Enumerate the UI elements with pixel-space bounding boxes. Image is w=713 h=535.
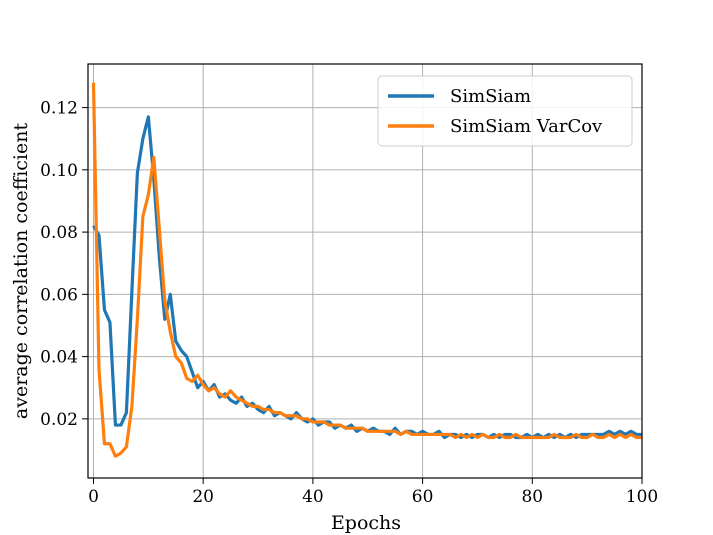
x-axis-label: Epochs [331,512,401,534]
plot-frame [87,63,643,479]
y-tick-label: 0.08 [40,223,78,243]
y-tick-label: 0.12 [40,99,78,119]
x-tick-label: 100 [626,487,658,507]
legend-box [377,75,633,147]
x-tick-label: 80 [521,487,543,507]
x-tick-label: 20 [192,487,214,507]
y-tick-label: 0.06 [40,285,78,305]
ticks: 0 20 40 60 80 100 0.02 0.04 0.06 0.08 0.10 0.12 [40,99,658,507]
y-tick-label: 0.02 [40,410,78,430]
y-tick-label: 0.10 [40,161,78,181]
x-tick-label: 40 [302,487,324,507]
series-line-simsiam-varcov [91,82,642,458]
y-axis-label: average correlation coefficient [10,123,32,420]
axes-frame [87,63,643,479]
x-tick-label: 0 [88,487,99,507]
x-tick-label: 60 [412,487,434,507]
series-lines [91,82,642,458]
series-line-simsiam [92,115,642,440]
legend: SimSiam SimSiam VarCov [377,75,633,147]
y-tick-label: 0.04 [40,348,78,368]
legend-label: SimSiam VarCov [450,116,603,137]
legend-label: SimSiam [450,86,531,107]
